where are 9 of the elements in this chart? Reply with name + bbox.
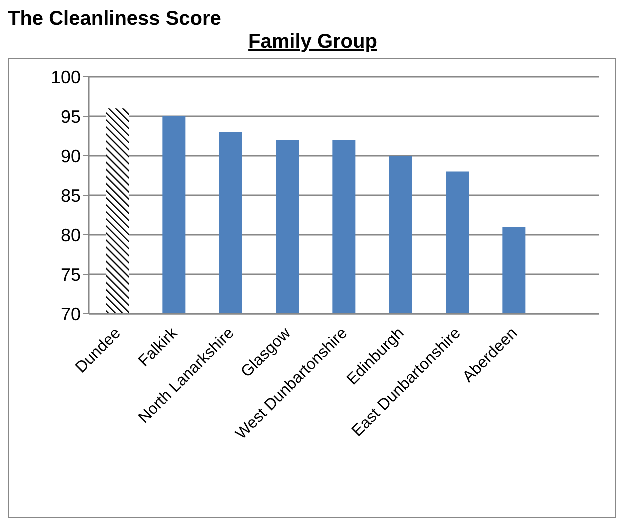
chart-subtitle: Family Group [248,30,378,54]
chart-title: The Cleanliness Score [8,8,222,30]
y-tick-label: 75 [60,264,81,285]
y-tick-label: 100 [50,67,81,88]
y-tick-label: 85 [60,186,81,206]
y-tick-label: 80 [60,225,81,246]
y-tick-label: 90 [60,146,81,166]
y-tick-label: 95 [60,106,81,127]
y-tick-label: 70 [60,304,81,324]
